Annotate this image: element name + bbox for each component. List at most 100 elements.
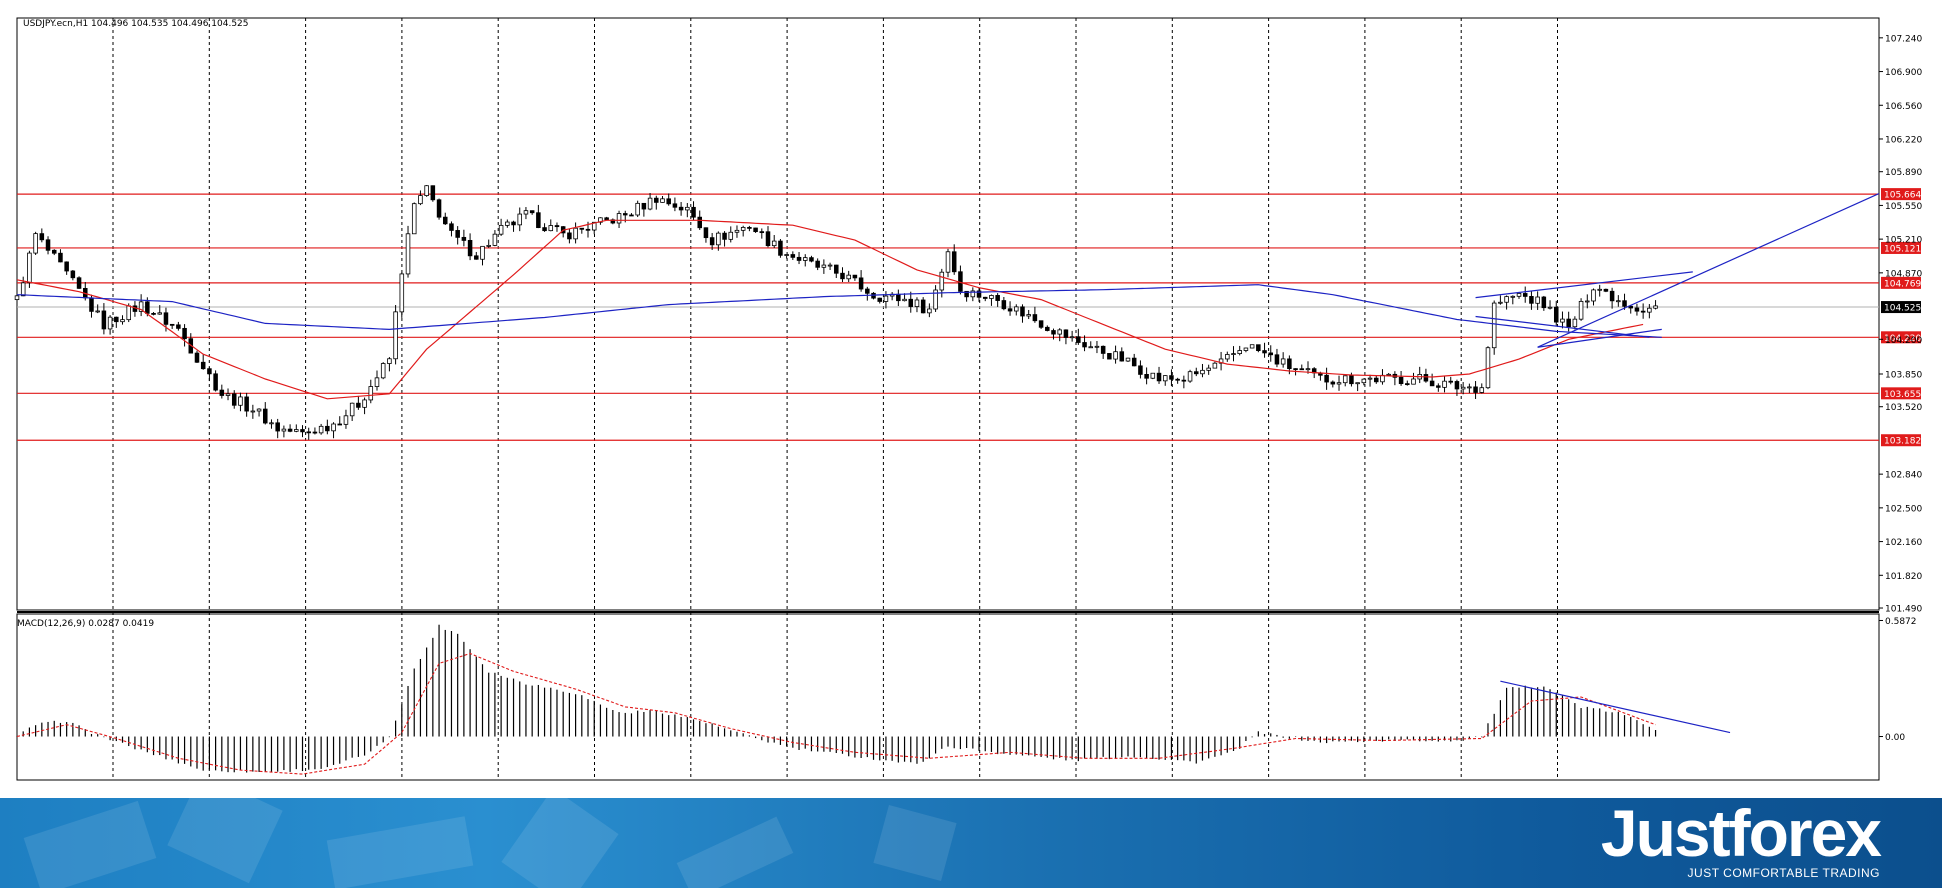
candle-body bbox=[27, 252, 32, 284]
candle-body bbox=[225, 393, 231, 396]
candle-body bbox=[312, 431, 318, 434]
price-tick-label: 102.160 bbox=[1885, 538, 1922, 548]
candle-body bbox=[145, 301, 150, 314]
candles bbox=[14, 185, 1658, 440]
candle-body bbox=[387, 358, 392, 364]
candle-body bbox=[20, 282, 26, 297]
macd-frame bbox=[16, 613, 1880, 781]
candle-body bbox=[796, 256, 802, 261]
candle-body bbox=[517, 213, 523, 226]
candle-body bbox=[1634, 307, 1640, 312]
candle-body bbox=[1076, 336, 1081, 343]
candle-body bbox=[579, 227, 585, 230]
candle-body bbox=[1560, 318, 1565, 323]
candle-body bbox=[474, 255, 479, 260]
candle-body bbox=[436, 199, 442, 218]
candle-body bbox=[300, 429, 305, 433]
current-price-tag: 104.525 bbox=[1884, 304, 1921, 314]
candle-body bbox=[219, 389, 225, 396]
candle-body bbox=[1274, 354, 1280, 365]
candle-body bbox=[536, 212, 541, 229]
price-tick-label: 106.220 bbox=[1885, 135, 1922, 145]
candle-body bbox=[405, 233, 411, 275]
candle-body bbox=[765, 231, 771, 247]
candle-body bbox=[33, 233, 38, 254]
candle-body bbox=[1131, 357, 1137, 367]
price-tick-label: 104.870 bbox=[1885, 269, 1922, 279]
candle-body bbox=[1032, 314, 1038, 322]
ma-fast-line bbox=[16, 219, 1644, 400]
candle-body bbox=[1082, 342, 1087, 348]
candle-body bbox=[200, 361, 206, 370]
candle-body bbox=[846, 274, 851, 280]
level-tag: 105.121 bbox=[1884, 244, 1921, 254]
candle-body bbox=[1367, 377, 1373, 380]
candle-body bbox=[573, 227, 578, 240]
price-tick-label: 106.560 bbox=[1885, 102, 1922, 112]
candle-body bbox=[362, 399, 367, 408]
candle-body bbox=[1516, 293, 1522, 297]
candle-body bbox=[945, 251, 951, 273]
candle-body bbox=[666, 198, 671, 205]
price-tick-label: 104.200 bbox=[1885, 336, 1922, 346]
candle-body bbox=[399, 273, 405, 313]
candle-body bbox=[1498, 301, 1503, 304]
candle-body bbox=[1194, 371, 1199, 375]
candle-body bbox=[691, 206, 696, 218]
moving-averages bbox=[16, 219, 1662, 400]
candle-body bbox=[505, 221, 510, 226]
candle-body bbox=[982, 296, 988, 299]
candle-body bbox=[1467, 386, 1472, 389]
candle-body bbox=[1150, 372, 1156, 379]
candle-body bbox=[1454, 381, 1460, 390]
candle-body bbox=[622, 213, 628, 216]
candle-body bbox=[865, 288, 870, 294]
macd-tick-label: 0.00 bbox=[1885, 733, 1905, 743]
candle-body bbox=[1355, 382, 1360, 385]
candle-body bbox=[976, 290, 982, 298]
candle-body bbox=[852, 274, 858, 279]
candle-body bbox=[157, 312, 163, 315]
candle-body bbox=[1386, 373, 1391, 376]
candle-body bbox=[442, 216, 448, 225]
trendlines bbox=[1475, 192, 1880, 348]
candle-body bbox=[1144, 374, 1149, 379]
candle-body bbox=[703, 227, 709, 239]
candle-body bbox=[1249, 344, 1255, 349]
candle-body bbox=[840, 272, 845, 280]
candle-body bbox=[1206, 367, 1211, 371]
candle-body bbox=[263, 408, 268, 424]
candle-body bbox=[722, 232, 727, 240]
candle-body bbox=[281, 428, 287, 432]
candle-body bbox=[1094, 345, 1100, 348]
candle-body bbox=[616, 213, 622, 224]
brand-tagline: JUST COMFORTABLE TRADING bbox=[1687, 866, 1880, 880]
candle-body bbox=[343, 415, 349, 425]
candle-body bbox=[95, 310, 100, 313]
level-tag: 103.655 bbox=[1884, 390, 1921, 400]
ma-slow-line bbox=[16, 284, 1662, 338]
candle-body bbox=[1026, 314, 1031, 317]
candle-body bbox=[1175, 378, 1180, 381]
candle-body bbox=[275, 422, 280, 432]
candle-body bbox=[989, 295, 994, 299]
candle-body bbox=[629, 214, 634, 217]
candle-body bbox=[939, 271, 945, 291]
candle-body bbox=[771, 240, 777, 247]
candle-body bbox=[995, 295, 1000, 301]
candle-body bbox=[101, 310, 107, 330]
candle-body bbox=[169, 323, 175, 326]
candle-body bbox=[424, 185, 429, 196]
price-tick-label: 103.520 bbox=[1885, 403, 1922, 413]
level-tag-bg bbox=[1881, 331, 1921, 344]
candle-body bbox=[76, 277, 82, 289]
candle-body bbox=[294, 429, 299, 432]
candle-body bbox=[1510, 295, 1516, 298]
candle-body bbox=[250, 410, 256, 413]
candle-body bbox=[647, 197, 653, 210]
candle-body bbox=[380, 363, 386, 379]
price-tick-label: 105.550 bbox=[1885, 202, 1922, 212]
candle-body bbox=[1181, 379, 1187, 382]
candle-body bbox=[1237, 350, 1242, 354]
